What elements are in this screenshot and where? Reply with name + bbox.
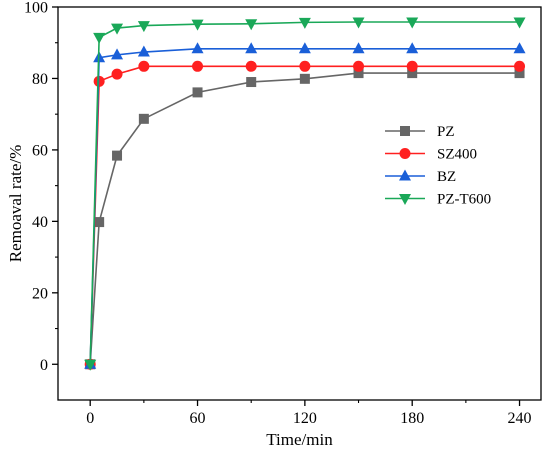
data-point: [93, 32, 106, 44]
y-tick-label: 20: [32, 285, 48, 302]
data-point: [112, 150, 123, 161]
legend-item: BZ: [385, 169, 456, 185]
y-tick-label: 100: [24, 0, 48, 17]
data-point: [352, 42, 365, 54]
x-tick-label: 60: [190, 410, 206, 427]
series-line: [89, 48, 520, 365]
data-point: [137, 45, 150, 57]
data-point: [111, 23, 124, 35]
data-point: [245, 19, 258, 31]
series-line: [89, 72, 520, 365]
data-point: [84, 359, 97, 371]
data-point: [406, 42, 419, 54]
legend-marker: [399, 194, 411, 205]
series-line: [89, 21, 520, 365]
data-point: [407, 68, 418, 79]
legend-marker: [400, 126, 410, 136]
data-point: [406, 60, 418, 72]
legend-item: PZ-T600: [385, 192, 491, 208]
data-point: [94, 217, 105, 228]
x-tick-label: 0: [86, 410, 94, 427]
legend-item: SZ400: [385, 147, 477, 163]
data-point: [111, 48, 124, 60]
data-point: [246, 77, 257, 88]
data-point: [192, 60, 204, 72]
legend-marker: [399, 148, 411, 159]
data-point: [245, 60, 257, 72]
data-point: [514, 60, 526, 72]
x-axis-title: Time/min: [266, 430, 333, 449]
x-tick-label: 240: [508, 410, 532, 427]
data-point: [191, 19, 204, 31]
data-point: [298, 17, 311, 29]
x-tick-label: 180: [400, 410, 424, 427]
data-point: [514, 68, 525, 79]
data-point: [299, 60, 311, 72]
data-point: [245, 42, 258, 54]
series-sz400: [84, 60, 526, 370]
series-pz: [85, 68, 525, 370]
data-point: [191, 42, 204, 54]
legend-marker: [399, 169, 411, 181]
data-point: [353, 60, 365, 72]
y-tick-label: 40: [32, 214, 48, 231]
data-point: [138, 113, 149, 124]
legend: PZ SZ400 BZ PZ-T600: [385, 124, 491, 208]
data-point: [111, 68, 123, 80]
data-point: [137, 21, 150, 33]
series-pz-t600: [84, 17, 526, 371]
series-layer: [84, 17, 526, 371]
axes: 0 60 120 180 240 0 20 40 60 80 100: [24, 0, 542, 427]
y-tick-label: 60: [32, 142, 48, 159]
data-point: [299, 73, 310, 84]
data-point: [138, 60, 150, 72]
data-point: [406, 17, 419, 29]
legend-label: PZ-T600: [437, 192, 491, 208]
legend-label: SZ400: [437, 147, 477, 163]
data-point: [192, 87, 203, 98]
data-point: [353, 68, 364, 79]
y-tick-label: 0: [40, 357, 48, 374]
y-axis-title: Remoaval rate/%: [6, 145, 25, 263]
series-line: [89, 65, 520, 365]
plot-frame: [57, 6, 542, 401]
data-point: [513, 42, 526, 54]
x-tick-label: 120: [293, 410, 317, 427]
legend-item: PZ: [385, 124, 455, 140]
legend-label: PZ: [437, 124, 455, 140]
y-tick-label: 80: [32, 71, 48, 88]
legend-label: BZ: [437, 169, 456, 185]
data-point: [298, 42, 311, 54]
data-point: [513, 17, 526, 29]
data-point: [352, 17, 365, 29]
